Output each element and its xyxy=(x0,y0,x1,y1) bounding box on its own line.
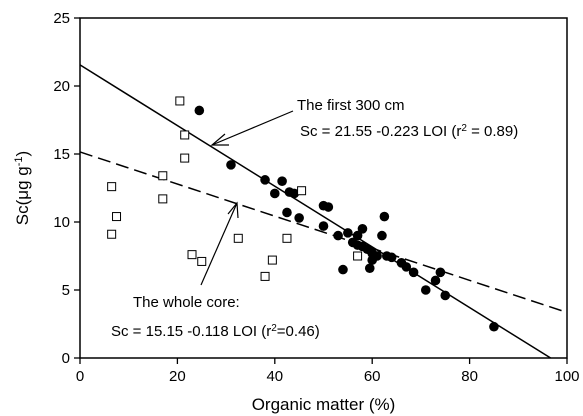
y-tick-label-25: 25 xyxy=(53,10,70,27)
point-filled-18 xyxy=(357,224,368,234)
point-open-10 xyxy=(233,233,243,243)
y-label-exp: -1 xyxy=(13,156,25,166)
annotation-first-r2: = 0.89) xyxy=(467,123,518,140)
x-tick-label-60: 60 xyxy=(364,368,381,385)
point-open-0 xyxy=(107,182,117,192)
point-open-13 xyxy=(282,233,292,243)
annotation-whole-line1: The whole core: xyxy=(133,294,240,311)
point-filled-14 xyxy=(343,228,353,238)
x-tick-label-20: 20 xyxy=(169,368,186,385)
annotation-whole-eq: Sc = 15.15 -0.118 LOI (r xyxy=(111,323,271,340)
point-filled-33 xyxy=(430,275,441,286)
annotation-whole-sup: 2 xyxy=(271,323,277,334)
y-tick-label-0: 0 xyxy=(62,350,70,367)
point-filled-32 xyxy=(420,285,431,295)
y-label-mu: μ xyxy=(13,190,32,200)
point-filled-24 xyxy=(372,251,382,261)
annotation-first-line1: The first 300 cm xyxy=(297,97,405,114)
point-filled-10 xyxy=(318,221,329,231)
annotation-whole-r2: =0.46) xyxy=(277,323,320,340)
y-tick-label-20: 20 xyxy=(53,78,70,95)
y-axis-label: Sc(μg g-1) xyxy=(13,151,32,225)
arrow-first-head xyxy=(210,133,229,146)
x-tick-label-80: 80 xyxy=(461,368,478,385)
point-open-4 xyxy=(158,194,168,204)
annotation-first-line2: Sc = 21.55 -0.223 LOI (r2 = 0.89) xyxy=(300,123,518,141)
point-filled-30 xyxy=(401,262,412,272)
y-label-unit: g g xyxy=(13,166,32,190)
y-label-close: ) xyxy=(13,151,32,157)
data-points xyxy=(107,96,499,332)
point-open-15 xyxy=(353,251,363,261)
annotation-first-eq: Sc = 21.55 -0.223 LOI (r xyxy=(300,123,461,140)
point-open-1 xyxy=(107,229,117,239)
point-open-7 xyxy=(180,153,190,163)
point-filled-8 xyxy=(294,213,304,223)
arrow-whole-shaft xyxy=(200,202,238,286)
point-filled-26 xyxy=(379,211,390,222)
x-tick-label-100: 100 xyxy=(554,368,579,385)
annotation-whole-line2: Sc = 15.15 -0.118 LOI (r2=0.46) xyxy=(111,323,320,341)
point-open-9 xyxy=(197,256,207,266)
point-filled-4 xyxy=(277,176,287,186)
x-tick-label-40: 40 xyxy=(266,368,283,385)
axis-ticks: 0 20 40 60 80 100 0 5 10 15 20 25 xyxy=(53,10,579,385)
annotation-first-sup: 2 xyxy=(461,123,467,134)
y-label-main: Sc( xyxy=(13,199,32,225)
point-filled-35 xyxy=(440,290,451,301)
point-filled-1 xyxy=(226,160,236,170)
point-filled-16 xyxy=(352,230,363,241)
point-open-2 xyxy=(112,212,122,222)
point-filled-34 xyxy=(435,267,446,278)
point-filled-13 xyxy=(338,264,348,275)
point-filled-7 xyxy=(289,188,300,199)
point-filled-25 xyxy=(377,230,387,241)
arrow-first-shaft xyxy=(211,110,294,146)
point-open-8 xyxy=(187,250,197,260)
y-tick-label-10: 10 xyxy=(53,214,70,231)
point-filled-36 xyxy=(489,321,499,332)
plot-frame xyxy=(79,17,568,359)
point-open-6 xyxy=(180,130,190,140)
point-open-3 xyxy=(158,171,168,181)
y-tick-label-15: 15 xyxy=(53,146,70,163)
arrow-whole-head xyxy=(227,201,239,219)
point-open-14 xyxy=(297,186,307,196)
regression-line-whole-core xyxy=(79,151,568,314)
point-open-12 xyxy=(267,255,277,265)
point-filled-11 xyxy=(323,202,334,212)
point-filled-5 xyxy=(282,207,292,218)
x-tick-label-0: 0 xyxy=(76,368,84,385)
y-tick-label-5: 5 xyxy=(62,282,70,299)
regression-line-first-300cm xyxy=(79,64,552,359)
point-open-11 xyxy=(260,271,270,281)
point-filled-3 xyxy=(270,188,280,199)
point-filled-31 xyxy=(408,267,419,278)
point-open-5 xyxy=(175,96,185,106)
point-filled-2 xyxy=(260,175,270,185)
point-filled-28 xyxy=(386,252,397,263)
point-filled-21 xyxy=(364,263,375,274)
point-filled-0 xyxy=(194,105,205,116)
x-axis-label: Organic matter (%) xyxy=(252,395,396,414)
annotation-arrows xyxy=(200,110,294,286)
point-filled-12 xyxy=(333,230,343,241)
